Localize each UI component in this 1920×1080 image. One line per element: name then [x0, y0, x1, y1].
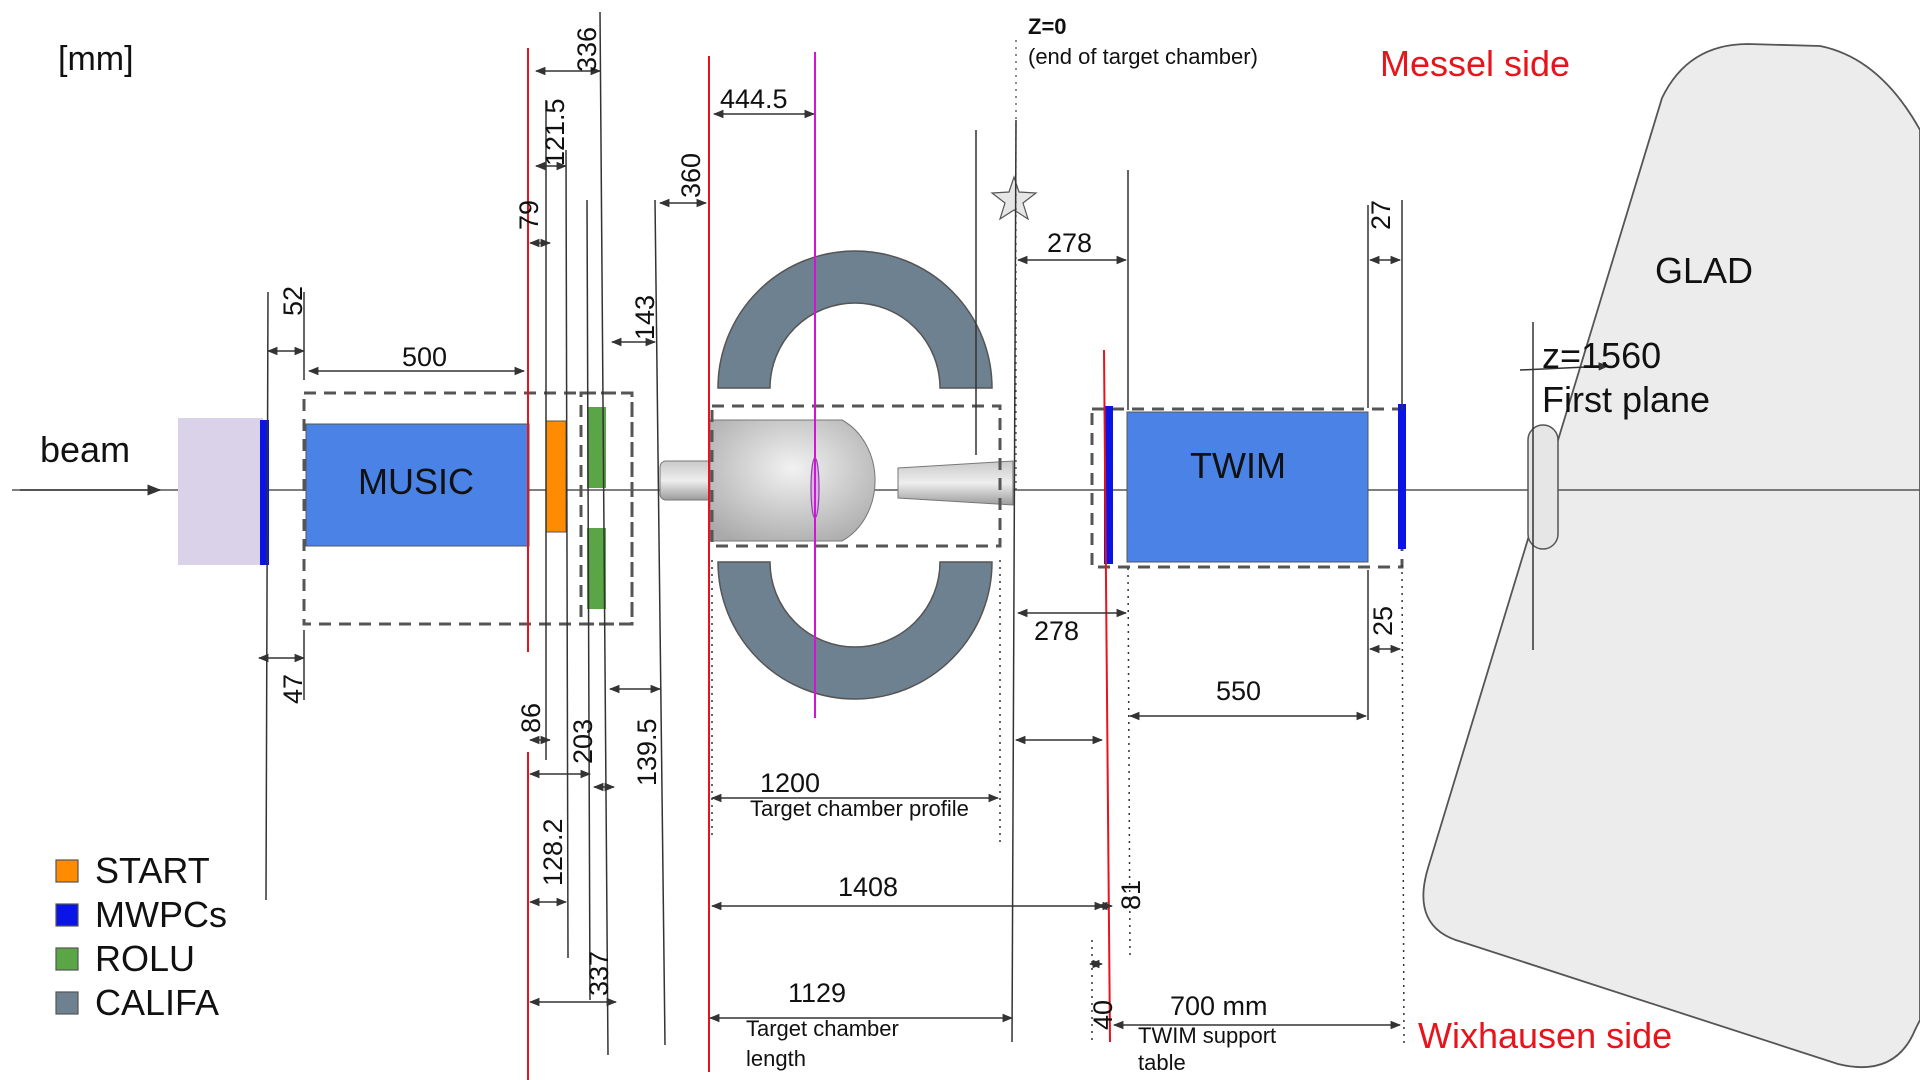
dim-500: 500	[402, 342, 447, 372]
twim-label: TWIM	[1190, 445, 1286, 486]
rolu-lower	[587, 528, 606, 609]
dim-81: 81	[1116, 880, 1146, 910]
dim-360: 360	[676, 153, 706, 198]
dim-1129: 1129	[788, 978, 846, 1008]
beam-pipe-exit	[897, 460, 1014, 506]
ref-line-start-b	[565, 149, 569, 959]
legend-label-rolu: ROLU	[95, 938, 195, 979]
ref-line-twim-b	[1127, 567, 1131, 956]
entrance-block	[178, 418, 263, 565]
dim-1215: 121.5	[540, 98, 570, 166]
dim-336: 336	[572, 27, 602, 72]
dim-203: 203	[568, 719, 598, 764]
dim-47: 47	[278, 674, 308, 704]
mwpc-2	[1104, 406, 1113, 564]
legend-swatch-mwpcs	[55, 903, 79, 927]
legend-swatch-califa	[55, 991, 79, 1015]
unit-label: [mm]	[58, 40, 134, 78]
mwpc-1	[260, 420, 269, 565]
legend-label-califa: CALIFA	[95, 982, 219, 1023]
dim-25: 25	[1368, 606, 1398, 636]
dim-550: 550	[1216, 676, 1261, 706]
dim-4445: 444.5	[720, 84, 788, 114]
dim-1282: 128.2	[538, 818, 568, 886]
beam-label: beam	[40, 429, 130, 470]
dim-1200: 1200	[760, 768, 820, 798]
ref-line-pipe	[654, 199, 666, 1046]
z0-star-icon	[990, 175, 1038, 221]
z0-subtitle: (end of target chamber)	[1028, 44, 1258, 69]
ref-line-rolu-a	[586, 199, 591, 1001]
glad-magnet	[1422, 43, 1920, 1068]
legend: START MWPCs ROLU CALIFA	[55, 850, 227, 1023]
tc-length-caption-1: Target chamber	[746, 1016, 899, 1041]
first-plane-label: First plane	[1542, 379, 1710, 420]
target-chamber-frame	[710, 404, 1002, 548]
dim-1395: 139.5	[632, 718, 662, 786]
dim-1408: 1408	[838, 872, 898, 902]
music-detector	[305, 423, 530, 547]
twim-detector	[1126, 411, 1369, 563]
z0-title: Z=0	[1028, 14, 1067, 39]
califa-upper	[717, 250, 993, 389]
tc-profile-caption: Target chamber profile	[750, 796, 969, 821]
red-line-3	[1103, 349, 1111, 1043]
dim-52: 52	[278, 286, 308, 316]
dim-143: 143	[630, 295, 660, 340]
twim-table-caption-1: TWIM support	[1138, 1023, 1276, 1048]
legend-swatch-rolu	[55, 947, 79, 971]
music-label: MUSIC	[358, 461, 474, 502]
start-detector	[545, 420, 567, 533]
legend-label-start: START	[95, 850, 210, 891]
twim-table-caption-2: table	[1138, 1050, 1186, 1075]
glad-label: GLAD	[1655, 250, 1753, 291]
first-plane-ring	[1527, 424, 1559, 550]
dim-86: 86	[516, 703, 546, 733]
rolu-upper	[587, 407, 606, 488]
wixhausen-side-label: Wixhausen side	[1418, 1015, 1672, 1056]
rolu-frame	[579, 391, 634, 626]
ref-line-rolu-b	[599, 11, 609, 1056]
dim-337: 337	[584, 951, 614, 996]
dim-79: 79	[514, 200, 544, 230]
ref-line-mwpc	[265, 291, 269, 901]
dim-40: 40	[1088, 1000, 1118, 1030]
messel-side-label: Messel side	[1380, 43, 1570, 84]
dim-278-bot: 278	[1034, 616, 1079, 646]
tc-length-caption-2: length	[746, 1046, 806, 1071]
target-chamber	[709, 419, 876, 542]
legend-label-mwpcs: MWPCs	[95, 894, 227, 935]
first-plane-arrow	[1519, 362, 1610, 371]
first-plane-z: z=1560	[1542, 335, 1661, 376]
legend-swatch-start	[55, 859, 79, 883]
dim-700: 700 mm	[1170, 991, 1268, 1021]
califa-lower	[717, 561, 993, 700]
ref-line-z0	[1011, 119, 1017, 1043]
ref-line-mwpc3-b	[1401, 564, 1405, 1046]
dim-278-top: 278	[1047, 228, 1092, 258]
dim-27: 27	[1366, 200, 1396, 230]
mwpc-3	[1398, 404, 1406, 549]
